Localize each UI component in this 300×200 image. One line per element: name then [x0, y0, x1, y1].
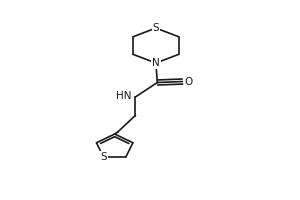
Text: O: O	[185, 77, 193, 87]
Text: S: S	[100, 152, 107, 162]
Text: S: S	[153, 23, 159, 33]
Text: HN: HN	[116, 91, 131, 101]
Text: N: N	[152, 58, 160, 68]
